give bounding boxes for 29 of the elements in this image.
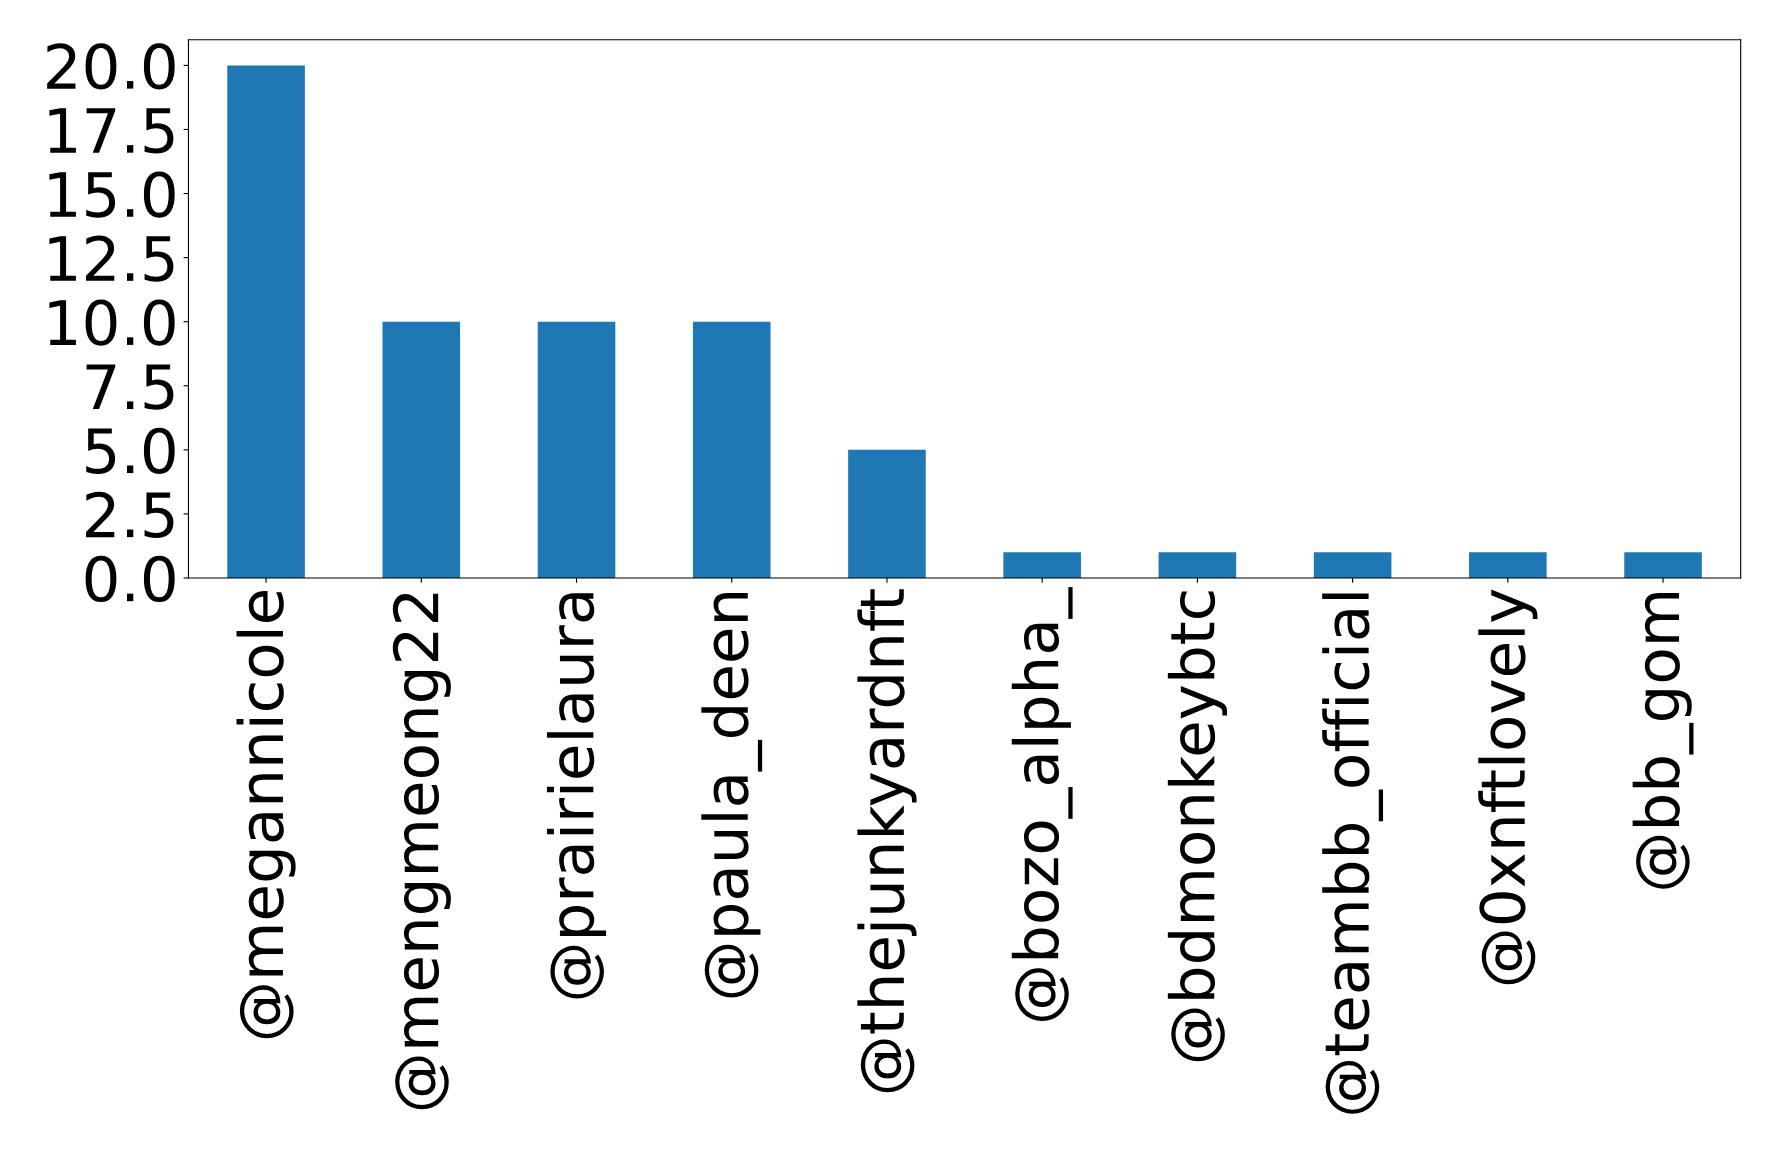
- x-tick-label: @bozo_alpha_: [1011, 587, 1073, 1021]
- y-tick-label: 7.5: [86, 364, 174, 410]
- y-tick-label: 15.0: [49, 171, 175, 218]
- y-tick-label: 20.0: [47, 43, 175, 90]
- bar: [382, 321, 461, 578]
- y-tick-label: 10.0: [49, 299, 175, 346]
- x-tick-label: @prairielaura: [546, 593, 607, 999]
- bar: [1313, 552, 1392, 578]
- bar: [848, 449, 926, 578]
- x-tick-label: @bdmonkeybtc: [1167, 591, 1227, 1062]
- bar: [227, 65, 305, 578]
- x-tick-label: @paula_deen: [701, 592, 763, 998]
- x-tick-label: @bb_gom: [1632, 592, 1694, 889]
- y-tick-label: 0.0: [85, 555, 175, 603]
- x-tick-label: @mengmeong22: [392, 593, 451, 1110]
- y-tick-label: 12.5: [49, 235, 174, 282]
- y-tick-label: 17.5: [49, 108, 174, 154]
- y-tick-label: 2.5: [86, 491, 174, 538]
- bar: [1158, 552, 1237, 578]
- x-tick-label: @megannicole: [236, 590, 296, 1039]
- x-tick-label: @thejunkyardnft: [857, 589, 917, 1093]
- bar: [1469, 552, 1547, 578]
- bar: [1624, 552, 1702, 578]
- bar: [537, 321, 616, 578]
- bar: [692, 321, 771, 578]
- x-tick-label: @teambb_official: [1322, 593, 1384, 1114]
- y-tick-label: 5.0: [86, 427, 175, 474]
- bar: [1003, 552, 1081, 578]
- x-tick-label: @0xnftlovely: [1478, 589, 1538, 985]
